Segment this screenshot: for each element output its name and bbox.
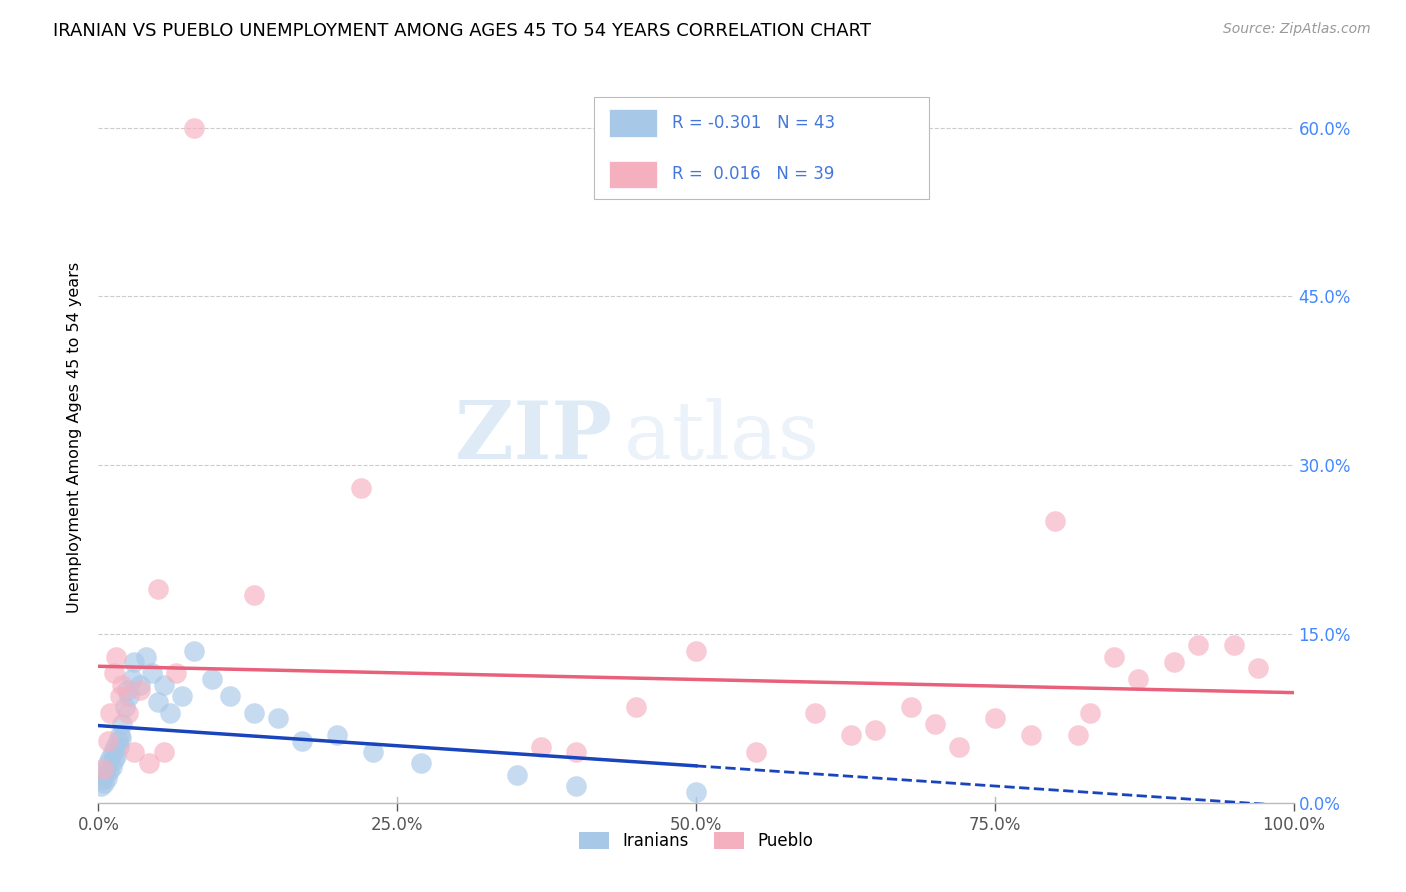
Point [183,120,205,135]
Point [135,649,157,664]
Point [117,706,139,720]
Point [159,706,181,720]
Point [1187,638,1209,652]
Point [506,767,529,781]
Point [924,717,946,731]
Point [565,779,588,793]
Point [129,678,152,692]
Point [165,666,187,681]
Point [103,666,125,681]
Point [804,706,827,720]
Point [626,700,648,714]
Point [1067,728,1090,742]
Point [100,760,122,774]
Point [183,644,205,658]
Point [114,700,136,714]
Point [411,756,433,771]
Point [243,706,266,720]
Point [108,689,131,703]
Point [110,731,132,745]
Point [172,689,194,703]
Y-axis label: Unemployment Among Ages 45 to 54 years: Unemployment Among Ages 45 to 54 years [67,261,83,613]
Point [1247,661,1270,675]
Point [124,655,146,669]
Point [90,779,112,793]
Point [1043,515,1066,529]
Point [267,711,290,725]
Point [350,481,373,495]
Text: IRANIAN VS PUEBLO UNEMPLOYMENT AMONG AGES 45 TO 54 YEARS CORRELATION CHART: IRANIAN VS PUEBLO UNEMPLOYMENT AMONG AGE… [53,22,872,40]
Point [129,683,152,698]
Point [1104,649,1126,664]
FancyBboxPatch shape [609,110,657,137]
Point [107,734,129,748]
Point [98,764,121,779]
Point [948,739,970,754]
Point [1080,706,1102,720]
Point [148,582,170,596]
Point [91,767,114,781]
Point [105,748,128,763]
Text: ZIP: ZIP [456,398,613,476]
Text: Source: ZipAtlas.com: Source: ZipAtlas.com [1223,22,1371,37]
Point [121,672,143,686]
Point [900,700,922,714]
Point [107,739,129,754]
Point [219,689,242,703]
Point [1128,672,1150,686]
Point [1223,638,1246,652]
Point [118,689,141,703]
Point [96,771,118,785]
Point [148,694,170,708]
Point [841,728,863,742]
Point [153,745,176,759]
Point [865,723,887,737]
Point [153,678,176,692]
Point [243,588,266,602]
Point [97,756,120,771]
Point [138,756,160,771]
Text: R = -0.301   N = 43: R = -0.301 N = 43 [672,114,835,132]
Point [97,734,120,748]
Point [201,672,224,686]
Point [565,745,588,759]
Text: atlas: atlas [624,398,820,476]
Point [104,739,127,754]
Legend: Iranians, Pueblo: Iranians, Pueblo [572,825,820,856]
Point [93,775,115,789]
Point [111,678,134,692]
FancyBboxPatch shape [595,97,929,200]
Text: R =  0.016   N = 39: R = 0.016 N = 39 [672,166,834,184]
Point [685,644,707,658]
Point [745,745,768,759]
Point [101,745,124,759]
Point [91,773,114,788]
Point [291,734,314,748]
FancyBboxPatch shape [609,161,657,188]
Point [326,728,349,742]
Point [105,649,128,664]
Point [111,717,134,731]
Point [91,762,114,776]
Point [103,753,125,767]
Point [685,784,707,798]
Point [141,666,163,681]
Point [115,683,138,698]
Point [98,706,122,720]
Point [1019,728,1042,742]
Point [984,711,1007,725]
Point [98,751,122,765]
Point [94,762,117,776]
Point [363,745,385,759]
Point [530,739,553,754]
Point [1163,655,1185,669]
Point [124,745,146,759]
Point [108,728,131,742]
